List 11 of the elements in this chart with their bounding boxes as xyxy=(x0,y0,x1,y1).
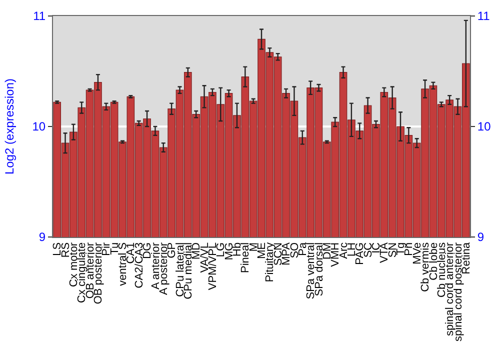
x-tick-label: Retina xyxy=(460,242,472,274)
y2-tick-label: 9 xyxy=(477,230,484,244)
x-tick-label: A posterior xyxy=(158,242,170,295)
x-tick-label: Tg xyxy=(395,242,408,256)
y2-tick-label: 10 xyxy=(477,120,492,134)
y-tick-label: 9 xyxy=(38,230,46,244)
y-axis-title: Log2 (expression) xyxy=(2,78,17,175)
y-tick-label: 11 xyxy=(33,9,46,24)
x-tick-label: OB posterior xyxy=(92,242,105,304)
y2-tick-label: 11 xyxy=(477,9,490,24)
y-tick-label: 10 xyxy=(32,120,46,134)
